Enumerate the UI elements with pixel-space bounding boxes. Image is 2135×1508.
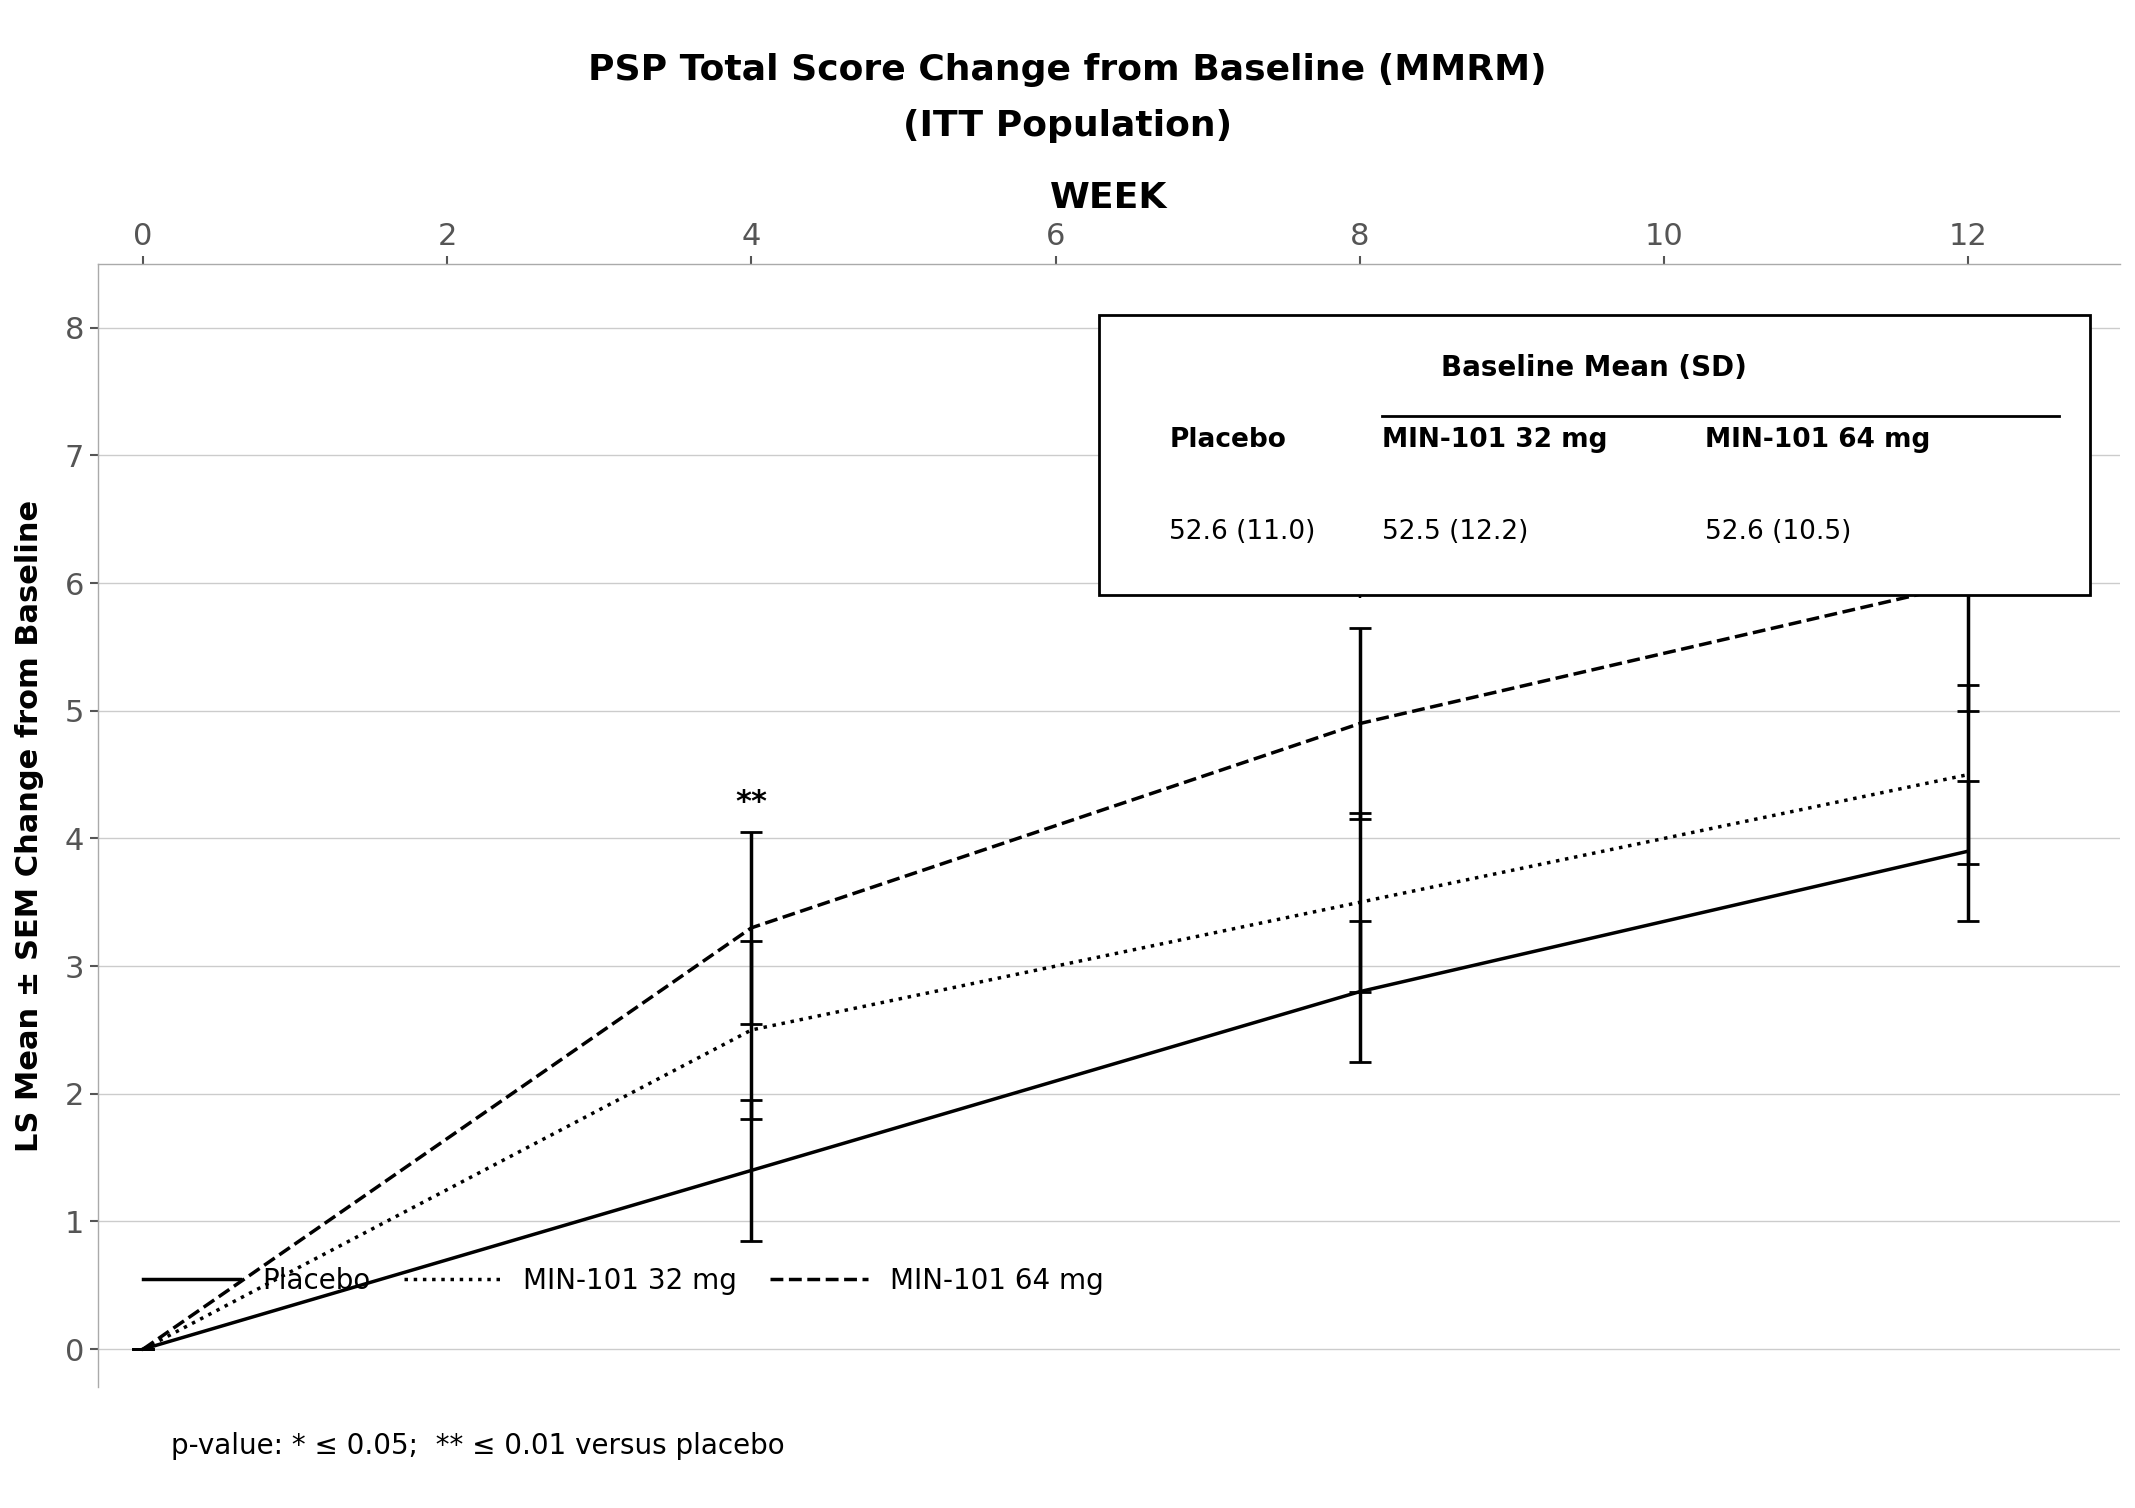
Text: p-value: * ≤ 0.05;  ** ≤ 0.01 versus placebo: p-value: * ≤ 0.05; ** ≤ 0.01 versus plac… bbox=[171, 1431, 784, 1460]
Text: 52.6 (11.0): 52.6 (11.0) bbox=[1170, 519, 1315, 544]
Text: *: * bbox=[1960, 412, 1975, 440]
FancyBboxPatch shape bbox=[1100, 315, 2090, 596]
Text: MIN-101 32 mg: MIN-101 32 mg bbox=[1381, 427, 1608, 452]
Text: PSP Total Score Change from Baseline (MMRM): PSP Total Score Change from Baseline (MM… bbox=[587, 53, 1548, 87]
Text: MIN-101 64 mg: MIN-101 64 mg bbox=[1706, 427, 1930, 452]
Y-axis label: LS Mean ± SEM Change from Baseline: LS Mean ± SEM Change from Baseline bbox=[15, 499, 45, 1152]
Text: *: * bbox=[1351, 584, 1369, 612]
Text: 52.5 (12.2): 52.5 (12.2) bbox=[1381, 519, 1529, 544]
Text: Baseline Mean (SD): Baseline Mean (SD) bbox=[1441, 354, 1746, 382]
Text: Placebo: Placebo bbox=[1170, 427, 1285, 452]
Text: 52.6 (10.5): 52.6 (10.5) bbox=[1706, 519, 1851, 544]
Text: (ITT Population): (ITT Population) bbox=[903, 109, 1232, 143]
Legend: Placebo, MIN-101 32 mg, MIN-101 64 mg: Placebo, MIN-101 32 mg, MIN-101 64 mg bbox=[132, 1256, 1114, 1306]
Text: **: ** bbox=[734, 787, 766, 817]
X-axis label: WEEK: WEEK bbox=[1050, 181, 1168, 214]
